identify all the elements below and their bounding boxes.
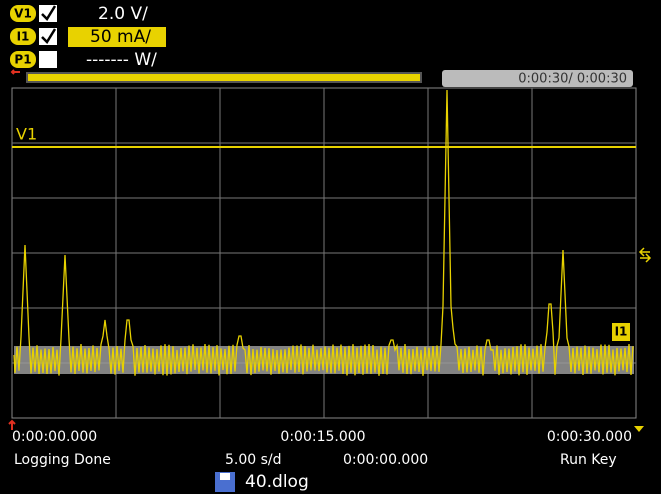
timebase: 5.00 s/d	[225, 452, 282, 468]
highlight	[68, 27, 166, 47]
check	[41, 5, 57, 22]
time-label: 0:00:30/ 0:00:30	[518, 72, 627, 87]
status-state: Logging Done	[14, 452, 111, 468]
time-start: 0:00:00.000	[12, 429, 97, 445]
channel-scale: 50 mA/	[90, 27, 151, 47]
trigger-arrow	[634, 426, 644, 432]
channel-header: V1 2.0 V/ I1 50 mA/ P1 ------- W/	[10, 4, 166, 70]
time-box	[442, 70, 633, 87]
disk-label	[220, 473, 230, 480]
badge-label: P1	[14, 53, 31, 67]
badge-label: V1	[14, 7, 32, 21]
arrow	[10, 69, 20, 75]
offset-arrow	[638, 247, 652, 263]
plot: V1 I1	[8, 87, 652, 432]
channel-scale: ------- W/	[86, 50, 157, 70]
badge-label: I1	[17, 30, 30, 44]
i1-trace	[13, 89, 634, 376]
badge	[10, 5, 36, 22]
checkbox[interactable]	[39, 51, 57, 68]
time-end: 0:00:30.000	[547, 429, 632, 445]
progress-fill	[28, 74, 420, 81]
time-middle: 0:00:15.000	[280, 429, 365, 445]
offset: 0:00:00.000	[343, 452, 428, 468]
file-name: 40.dlog	[245, 472, 309, 492]
marker	[612, 323, 630, 341]
progress: 0:00:30/ 0:00:30	[10, 69, 633, 87]
check	[41, 28, 57, 45]
start-arrow	[8, 419, 16, 430]
channel-scale: 2.0 V/	[98, 4, 148, 24]
file: 40.dlog	[215, 472, 309, 492]
badge	[10, 28, 36, 45]
trigger: Run Key	[560, 452, 617, 468]
trace-label: V1	[16, 125, 37, 144]
marker-label: I1	[615, 325, 628, 339]
badge	[10, 51, 36, 68]
